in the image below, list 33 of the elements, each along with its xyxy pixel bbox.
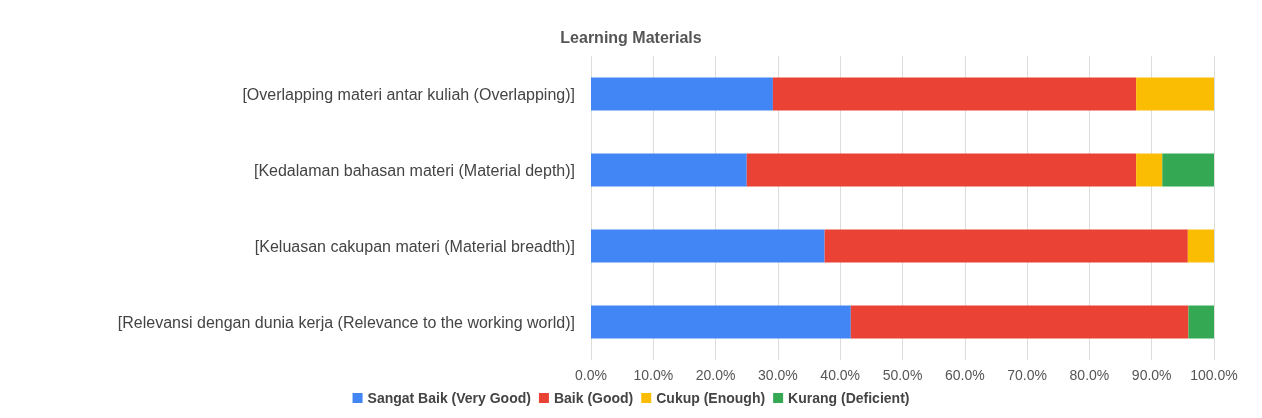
bar — [850, 305, 1189, 339]
x-tick-label: 70.0% — [1007, 367, 1047, 383]
y-tick-label: [Overlapping materi antar kuliah (Overlapping)] — [242, 85, 575, 103]
bar — [1187, 229, 1214, 263]
y-tick-label: [Keluasan cakupan materi (Material breadth)] — [254, 237, 575, 255]
x-tick-label: 80.0% — [1069, 367, 1110, 383]
bar — [591, 229, 825, 263]
x-tick-label: 10.0% — [633, 367, 674, 383]
legend-label: Kurang (Deficient) — [788, 390, 910, 406]
bar — [591, 153, 747, 187]
y-tick-label: [Relevansi dengan dunia kerja (Relevance to the working world)] — [117, 313, 575, 331]
bar — [746, 153, 1137, 187]
legend-label: Baik (Good) — [553, 390, 634, 406]
legend-label: Cukup (Enough) — [656, 390, 766, 406]
bar — [1136, 153, 1163, 187]
bar — [1188, 305, 1214, 339]
x-tick-label: 40.0% — [820, 367, 861, 383]
x-tick-label: 50.0% — [882, 367, 923, 383]
x-tick-label: 90.0% — [1131, 367, 1172, 383]
x-tick-label: 60.0% — [944, 367, 985, 383]
x-tick-label: 0.0% — [575, 367, 607, 383]
chart-title: Learning Materials — [560, 28, 702, 46]
x-tick-label: 100.0% — [1190, 367, 1238, 383]
x-tick-label: 30.0% — [758, 367, 798, 383]
bar — [1136, 77, 1214, 111]
bar — [824, 229, 1188, 263]
y-tick-label: [Kedalaman bahasan materi (Material depth)] — [253, 161, 575, 179]
bar — [772, 77, 1137, 111]
bar — [591, 305, 851, 339]
x-tick-label: 20.0% — [695, 367, 736, 383]
legend-label: Sangat Baik (Very Good) — [367, 390, 531, 406]
bar — [1162, 153, 1214, 187]
bar — [591, 77, 773, 111]
